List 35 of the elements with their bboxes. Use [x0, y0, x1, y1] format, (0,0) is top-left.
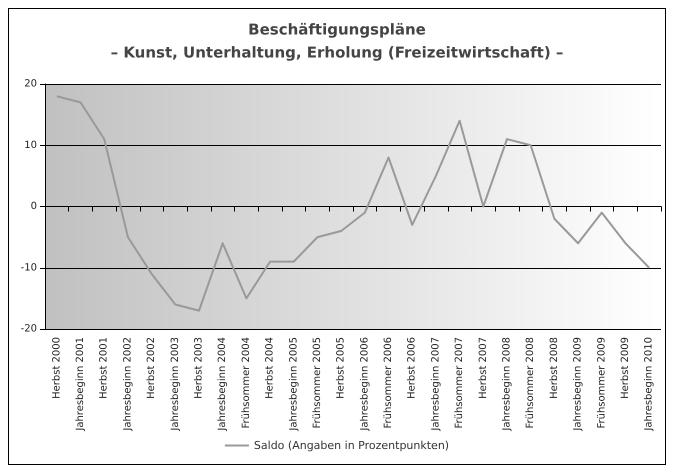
- x-tick-label: Herbst 2001: [98, 337, 110, 399]
- y-tick-label: 10: [24, 140, 37, 151]
- y-tick-label: 20: [24, 78, 37, 90]
- legend-label: Saldo (Angaben in Prozentpunkten): [254, 439, 450, 452]
- x-tick-label: Jahresbeginn 2006: [359, 337, 370, 432]
- y-tick-label: -20: [20, 324, 37, 334]
- y-tick-label: 0: [30, 201, 37, 212]
- x-tick-label: Herbst 2007: [478, 337, 489, 399]
- x-tick-label: Jahresbeginn 2004: [217, 337, 228, 432]
- x-tick-label: Frühsommer 2008: [525, 337, 536, 429]
- x-tick-label: Herbst 2000: [51, 337, 62, 399]
- x-tick-label: Herbst 2008: [548, 337, 560, 399]
- x-tick-label: Herbst 2004: [264, 337, 276, 399]
- x-tick-label: Jahresbeginn 2002: [122, 337, 134, 432]
- x-tick-label: Herbst 2005: [336, 337, 347, 399]
- x-tick-label: Jahresbeginn 2010: [644, 337, 655, 432]
- x-tick-label: Jahresbeginn 2008: [502, 337, 512, 432]
- x-tick-label: Frühsommer 2004: [240, 337, 252, 429]
- y-tick-label: -10: [20, 262, 37, 274]
- x-tick-label: Herbst 2006: [406, 337, 418, 399]
- x-tick-label: Frühsommer 2006: [383, 337, 394, 429]
- x-tick-label: Herbst 2003: [194, 337, 204, 399]
- x-tick-label: Frühsommer 2009: [596, 337, 608, 429]
- x-tick-label: Frühsommer 2005: [312, 337, 323, 429]
- x-tick-label: Jahresbeginn 2007: [430, 337, 442, 432]
- x-tick-label: Herbst 2002: [146, 337, 158, 399]
- x-tick-label: Herbst 2009: [620, 337, 631, 399]
- x-tick-label: Jahresbeginn 2001: [75, 337, 86, 432]
- line-series: [56, 95, 650, 312]
- x-tick-label: Frühsommer 2007: [454, 337, 466, 429]
- chart-subtitle: – Kunst, Unterhaltung, Erholung (Freizeitwirtschaft) –: [110, 44, 564, 62]
- x-tick-label: Jahresbeginn 2003: [170, 337, 181, 432]
- chart-title: Beschäftigungspläne: [248, 20, 426, 38]
- x-tick-label: Jahresbeginn 2009: [572, 337, 584, 432]
- x-tick-label: Jahresbeginn 2005: [288, 337, 300, 432]
